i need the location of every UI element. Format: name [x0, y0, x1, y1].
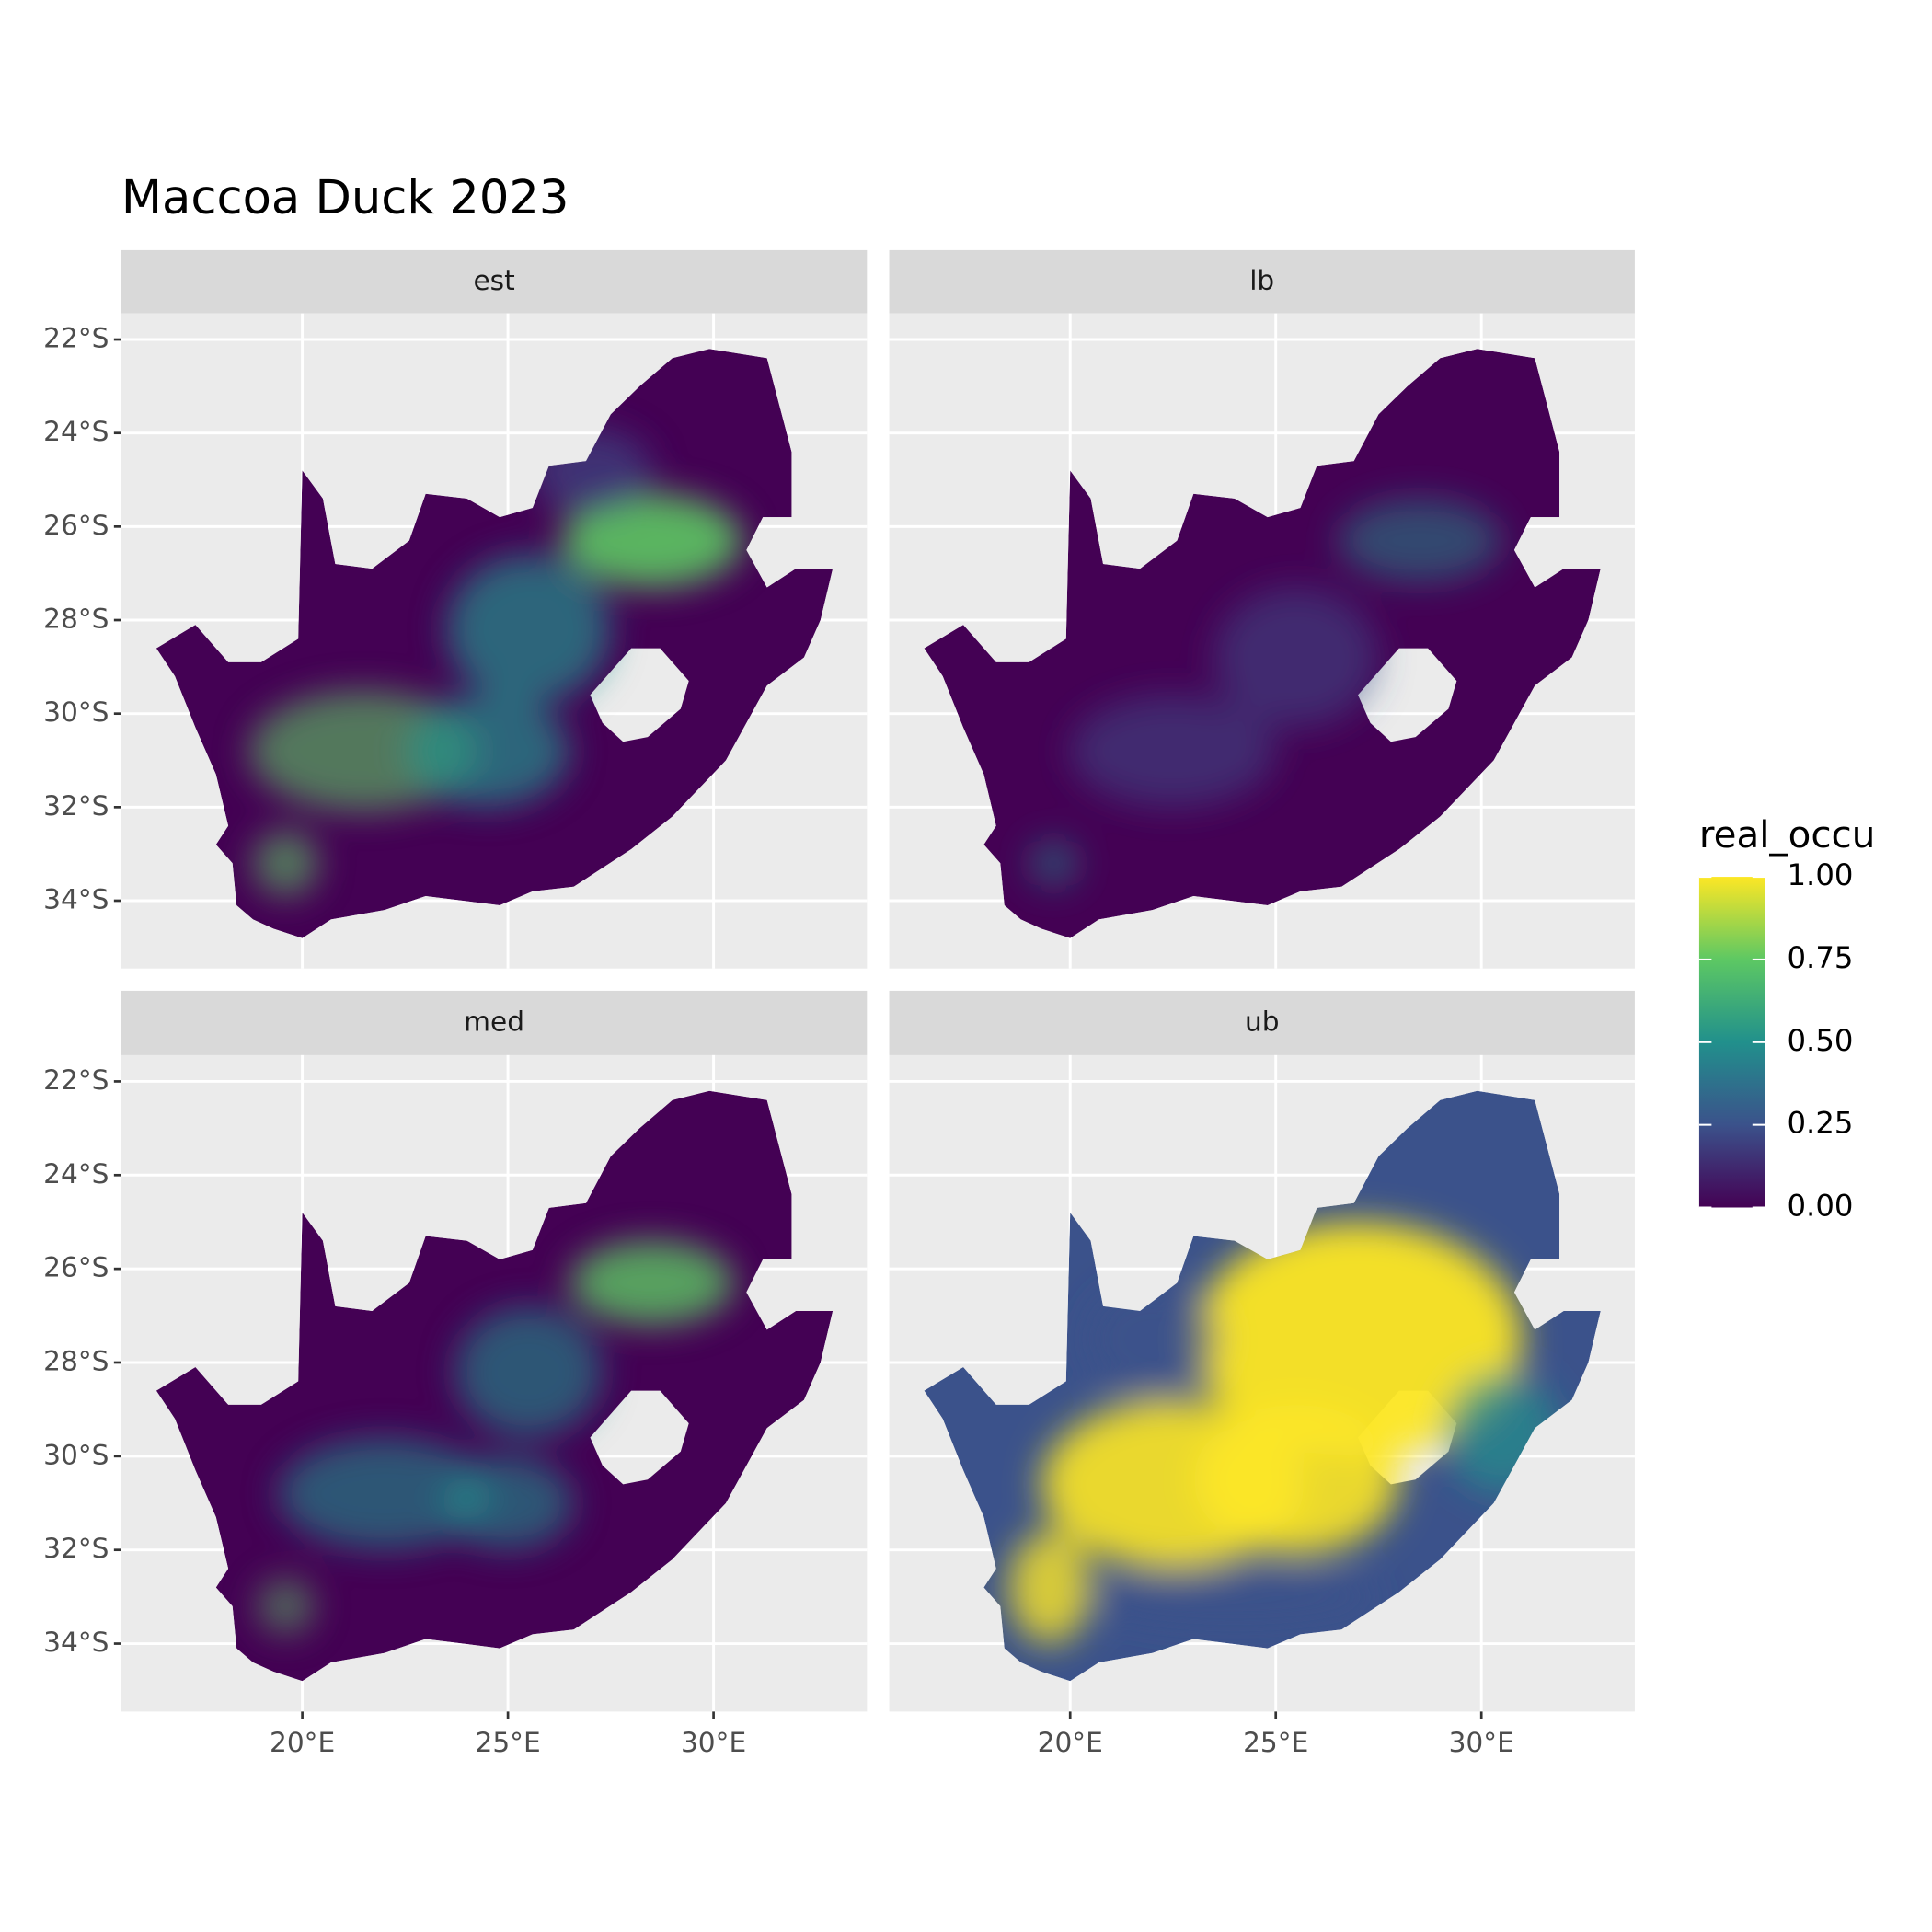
- occupancy-blob: [1029, 839, 1079, 887]
- occupancy-blobs: [248, 428, 742, 896]
- y-tick-label: 24°S: [43, 1158, 109, 1190]
- facet-label: ub: [1245, 1006, 1280, 1037]
- y-tick-label: 22°S: [43, 323, 109, 354]
- y-tick-label: 30°S: [43, 1439, 109, 1470]
- occupancy-blob: [277, 1437, 492, 1550]
- occupancy-blob: [569, 1240, 734, 1326]
- facet-label: est: [473, 265, 514, 296]
- occupancy-blob: [252, 830, 319, 896]
- facet-strip: [121, 249, 868, 314]
- x-tick-label: 20°E: [1038, 1727, 1103, 1758]
- facet-strip: [889, 990, 1635, 1055]
- legend-tick-label: 1.00: [1788, 857, 1854, 892]
- x-tick-label: 30°E: [681, 1727, 746, 1758]
- y-tick-label: 34°S: [43, 1627, 109, 1658]
- x-tick-label: 20°E: [270, 1727, 335, 1758]
- x-tick-label: 30°E: [1449, 1727, 1514, 1758]
- y-tick-label: 32°S: [43, 790, 109, 822]
- occupancy-blob: [1337, 498, 1502, 583]
- chart-title: Maccoa Duck 2023: [121, 171, 569, 225]
- map-layer: [155, 349, 834, 938]
- map-layer: [924, 349, 1601, 938]
- occupancy-blobs: [257, 1240, 734, 1635]
- occupancy-blob: [446, 554, 611, 705]
- facet-strip: [889, 249, 1635, 314]
- y-tick-label: 22°S: [43, 1064, 109, 1096]
- map-layer: [924, 1090, 1601, 1682]
- y-tick-label: 24°S: [43, 416, 109, 447]
- legend-tick-label: 0.50: [1788, 1023, 1854, 1058]
- y-tick-label: 28°S: [43, 604, 109, 635]
- facet-label: med: [464, 1006, 524, 1037]
- occupancy-blob: [257, 1578, 316, 1635]
- occupancy-blob: [442, 1455, 574, 1550]
- facet-label: lb: [1249, 265, 1274, 296]
- occupancy-blob: [1193, 1404, 1399, 1555]
- y-tick-label: 26°S: [43, 510, 109, 541]
- occupancy-blob: [1008, 1531, 1091, 1644]
- occupancy-blob: [1070, 695, 1276, 808]
- occupancy-blobs: [1029, 498, 1502, 887]
- occupancy-blob: [1090, 1569, 1379, 1626]
- occupancy-blob: [1213, 587, 1379, 728]
- y-tick-label: 26°S: [43, 1252, 109, 1283]
- facet-strip: [121, 990, 868, 1055]
- occupancy-blob: [454, 1305, 603, 1438]
- legend-title: real_occu: [1699, 813, 1875, 857]
- occupancy-blob: [1087, 1282, 1219, 1396]
- occupancy-blob: [561, 493, 742, 588]
- y-tick-label: 30°S: [43, 696, 109, 728]
- occupancy-blob: [405, 695, 570, 808]
- legend-tick-label: 0.75: [1788, 940, 1854, 975]
- x-tick-label: 25°E: [1243, 1727, 1308, 1758]
- map-layer: [155, 1090, 834, 1682]
- legend-tick-label: 0.00: [1788, 1189, 1854, 1224]
- y-tick-label: 28°S: [43, 1345, 109, 1376]
- occupancy-blob: [1193, 1222, 1523, 1456]
- y-tick-label: 32°S: [43, 1533, 109, 1564]
- y-tick-label: 34°S: [43, 883, 109, 914]
- legend-tick-label: 0.25: [1788, 1106, 1854, 1141]
- x-tick-label: 25°E: [475, 1727, 540, 1758]
